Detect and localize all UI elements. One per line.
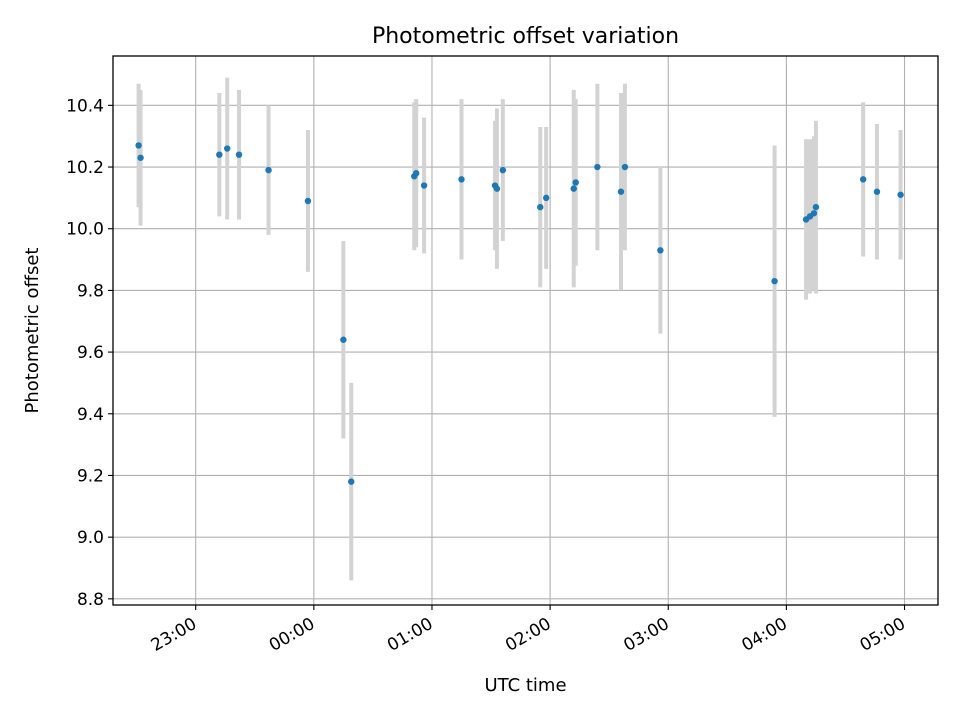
- y-axis-label: Photometric offset: [22, 248, 43, 414]
- plot-area-frame: [112, 55, 939, 606]
- y-tick-label: 8.8: [77, 590, 104, 610]
- data-point: [594, 163, 601, 171]
- data-point: [235, 151, 243, 158]
- data-point: [458, 176, 465, 183]
- y-tick-label: 10.0: [66, 220, 104, 240]
- y-tick-label: 9.4: [77, 405, 104, 425]
- y-tick-label: 9.2: [77, 466, 104, 486]
- data-point: [493, 185, 501, 192]
- data-point: [224, 145, 231, 152]
- data-point: [348, 478, 355, 485]
- data-point: [617, 188, 625, 195]
- y-tick-label: 10.2: [66, 158, 104, 178]
- data-point: [859, 176, 867, 183]
- chart-title: Photometric offset variation: [372, 24, 679, 49]
- data-point: [137, 154, 144, 161]
- data-point: [657, 247, 664, 254]
- data-point: [499, 166, 507, 174]
- data-point: [771, 277, 778, 285]
- data-point: [621, 163, 629, 171]
- data-point: [340, 336, 347, 343]
- y-tick-label: 9.6: [77, 343, 104, 363]
- data-point: [873, 188, 881, 195]
- x-axis-label: UTC time: [484, 675, 566, 696]
- data-point: [542, 194, 550, 202]
- y-tick-label: 9.0: [77, 528, 104, 548]
- data-point: [537, 203, 544, 211]
- y-tick-label: 9.8: [77, 281, 104, 301]
- data-point: [304, 197, 312, 205]
- data-point: [265, 166, 272, 174]
- y-tick-label: 10.4: [66, 96, 104, 116]
- data-point: [420, 182, 428, 189]
- data-point: [413, 170, 420, 177]
- data-point: [572, 179, 579, 186]
- data-point: [897, 191, 904, 198]
- data-point: [135, 142, 142, 149]
- data-point: [812, 203, 820, 211]
- data-point: [810, 210, 818, 217]
- data-point: [216, 151, 223, 158]
- grid-layer: [113, 56, 938, 605]
- data-point: [570, 185, 577, 192]
- point-layer: [135, 142, 904, 485]
